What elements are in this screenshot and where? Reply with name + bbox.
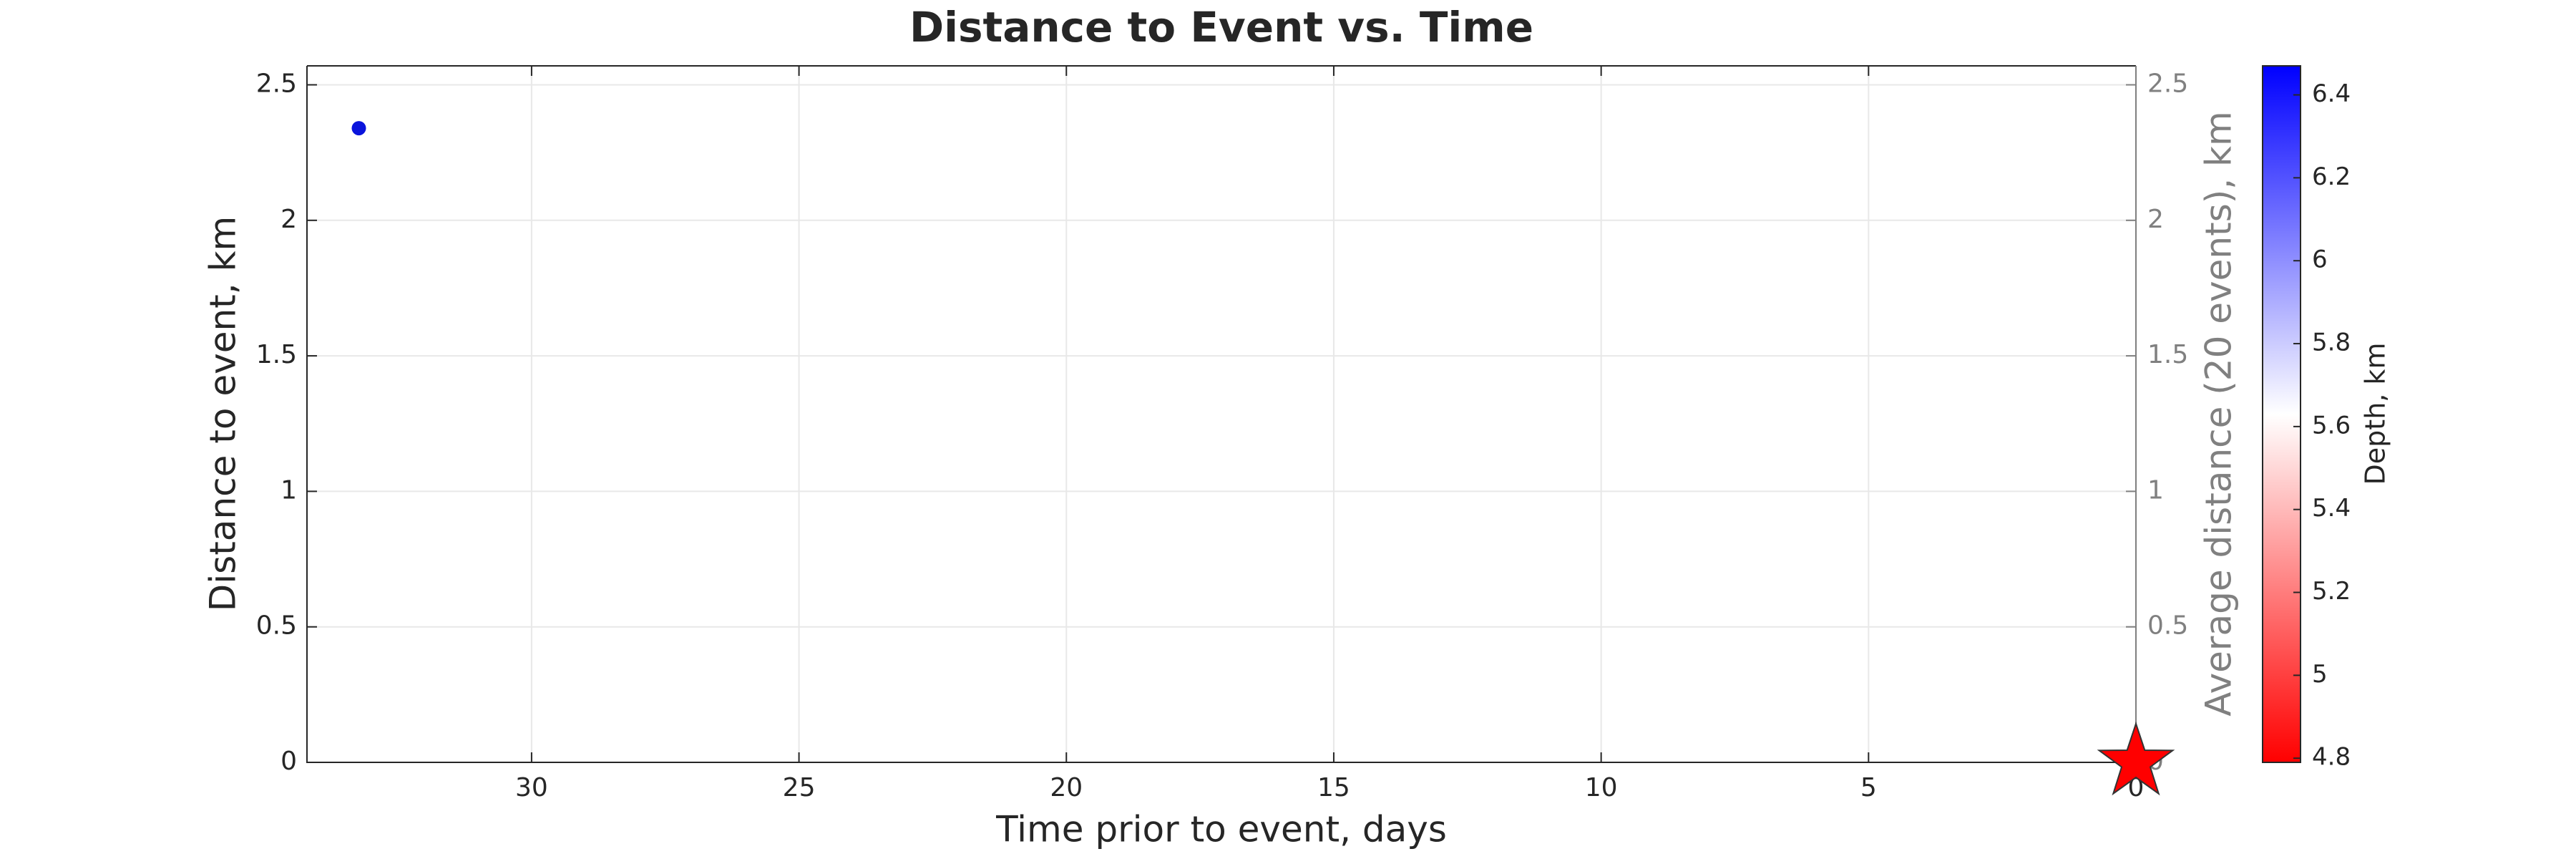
- x-tick-label: 10: [1585, 773, 1618, 802]
- y-tick-label: 1: [280, 475, 297, 505]
- colorbar-tick-label: 5.4: [2312, 494, 2351, 523]
- plot-area: [307, 66, 2136, 762]
- y2-tick-label: 2: [2147, 205, 2164, 234]
- chart-title: Distance to Event vs. Time: [909, 3, 1533, 52]
- colorbar-label: Depth, km: [2360, 343, 2391, 485]
- y2-tick-label: 2.5: [2147, 69, 2188, 99]
- x-axis-label: Time prior to event, days: [995, 809, 1447, 850]
- colorbar-tick-label: 5.2: [2312, 577, 2351, 606]
- y-axis-label: Distance to event, km: [203, 216, 244, 611]
- x-tick-label: 20: [1050, 773, 1083, 802]
- colorbar-tick-label: 6.2: [2312, 162, 2351, 191]
- x-tick-label: 25: [783, 773, 816, 802]
- colorbar-tick-label: 6.4: [2312, 79, 2351, 108]
- y2-tick-label: 1: [2147, 475, 2164, 505]
- x-tick-label: 5: [1860, 773, 1877, 802]
- y-tick-label: 2.5: [256, 69, 297, 99]
- x-tick-label: 30: [515, 773, 548, 802]
- y-tick-label: 0: [280, 747, 297, 776]
- y-tick-label: 2: [280, 205, 297, 234]
- colorbar-tick-label: 5: [2312, 660, 2328, 689]
- colorbar-tick-label: 5.8: [2312, 329, 2351, 357]
- y2-tick-label: 1.5: [2147, 340, 2188, 369]
- star-marker: [2097, 721, 2175, 796]
- colorbar-tick-label: 4.8: [2312, 743, 2351, 772]
- colorbar-border: [2262, 65, 2301, 763]
- colorbar-tick-label: 5.6: [2312, 411, 2351, 440]
- colorbar: [2263, 66, 2301, 762]
- axes-box: [306, 65, 2136, 763]
- x-tick-label: 15: [1317, 773, 1350, 802]
- y2-tick-label: 0.5: [2147, 611, 2188, 641]
- y2-axis-label: Average distance (20 events), km: [2198, 111, 2240, 716]
- y-tick-label: 1.5: [256, 340, 297, 369]
- y-tick-label: 0.5: [256, 611, 297, 641]
- colorbar-tick-label: 6: [2312, 246, 2328, 274]
- point: [351, 121, 366, 136]
